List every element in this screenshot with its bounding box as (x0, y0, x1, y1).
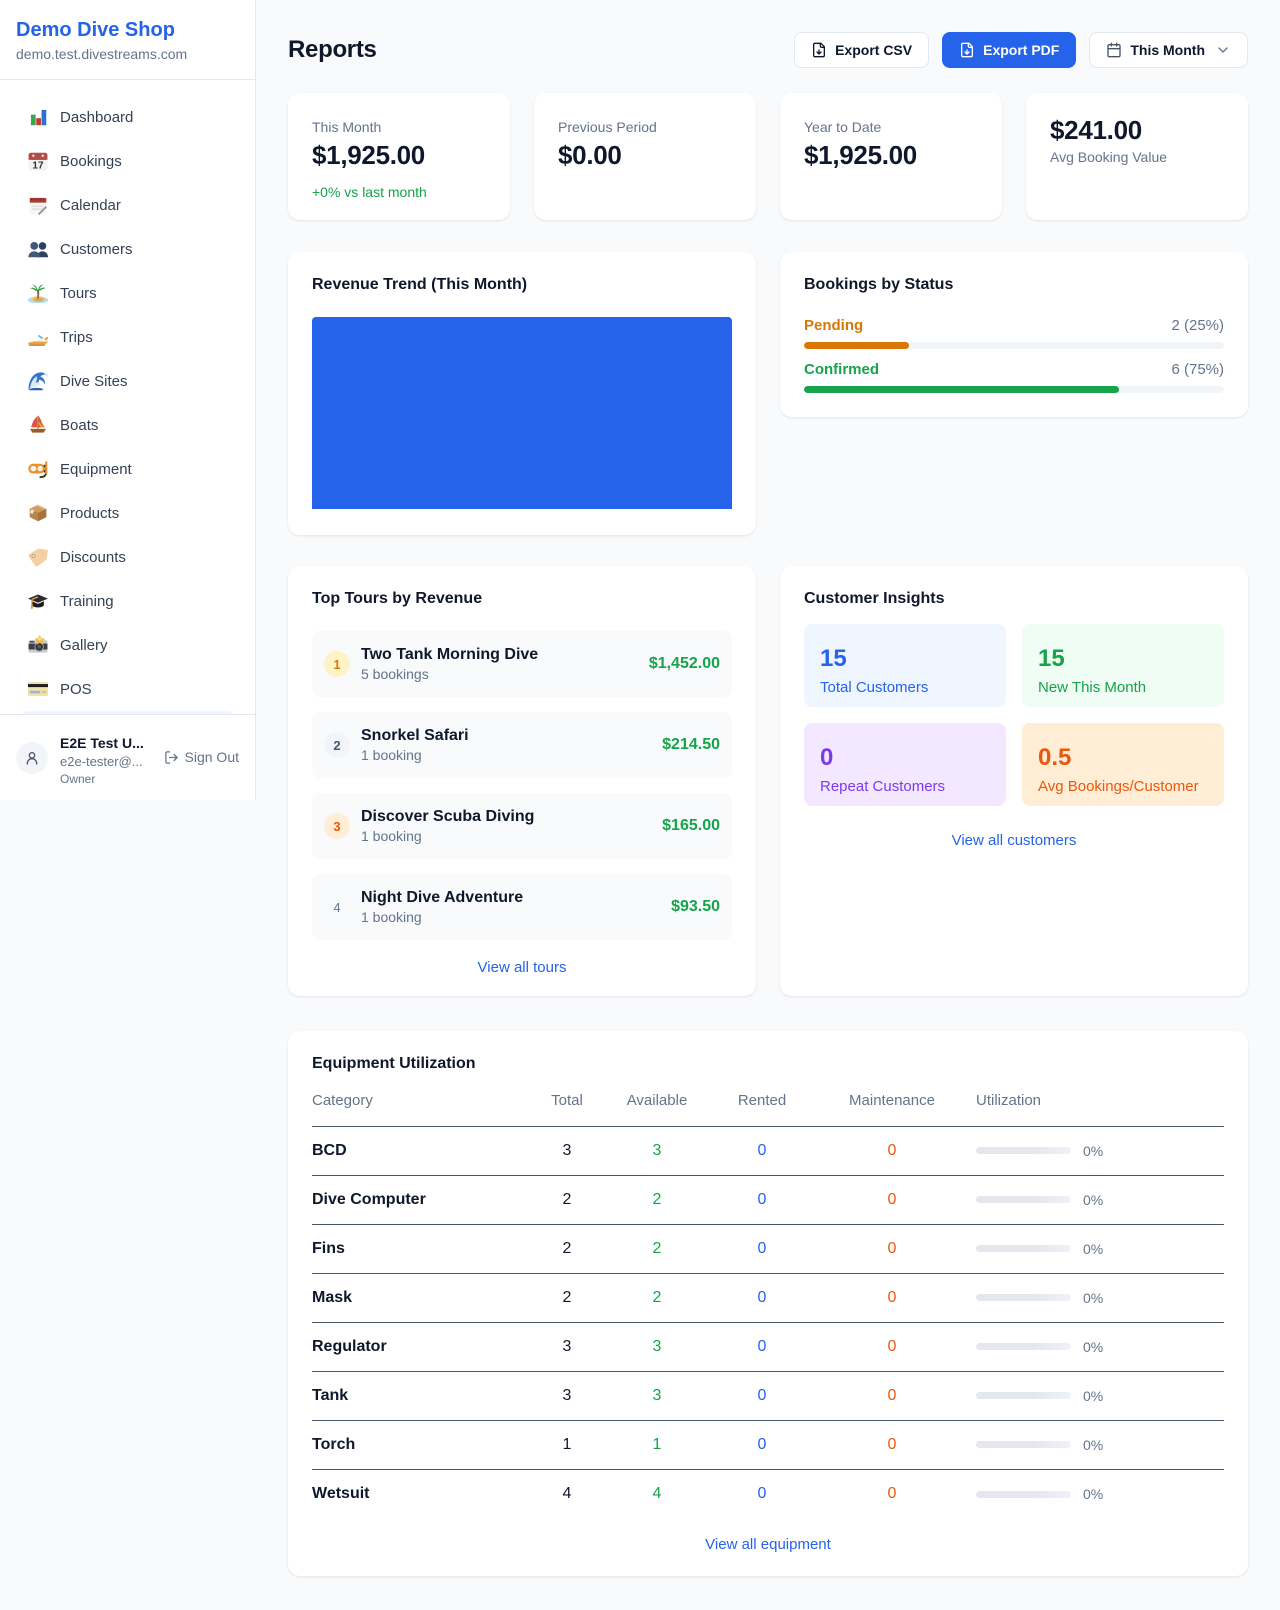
svg-text:17: 17 (32, 161, 44, 171)
